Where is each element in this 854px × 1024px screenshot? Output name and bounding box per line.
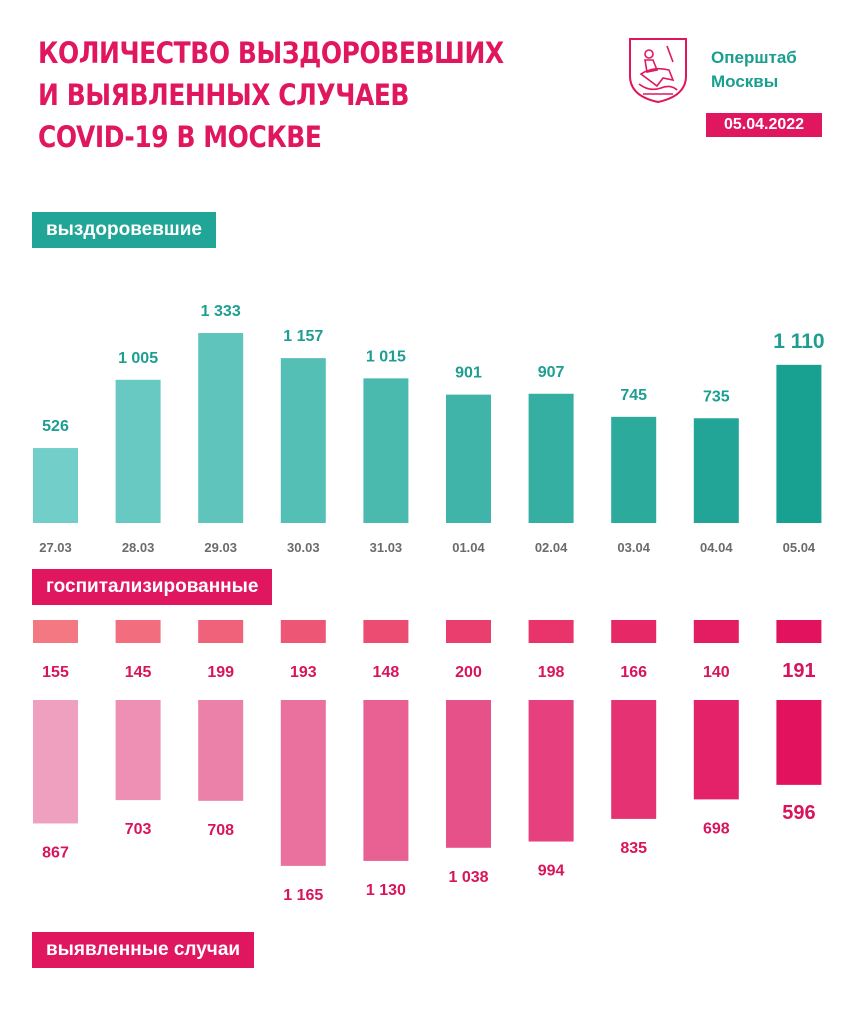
hospitalized-value-label: 145 (125, 664, 152, 681)
hospitalized-value-label: 191 (782, 660, 815, 682)
date-tick-label: 04.04 (700, 540, 733, 555)
org-name: Оперштаб Москвы (711, 46, 797, 94)
hospitalized-value-label: 198 (538, 664, 565, 681)
hospitalized-value-label: 199 (207, 664, 234, 681)
hospitalized-bar (115, 620, 161, 643)
detected-bar (693, 700, 739, 800)
chart-title: КОЛИЧЕСТВО ВЫЗДОРОВЕВШИХ И ВЫЯВЛЕННЫХ СЛ… (38, 32, 504, 158)
chart-title-line-1: КОЛИЧЕСТВО ВЫЗДОРОВЕВШИХ (38, 36, 504, 70)
recovered-value-label: 745 (620, 387, 647, 404)
date-tick-label: 29.03 (204, 540, 237, 555)
detected-value-label: 867 (42, 844, 69, 861)
recovered-bar (198, 333, 244, 523)
recovered-value-label: 1 333 (201, 303, 241, 320)
date-tick-label: 31.03 (370, 540, 403, 555)
hospitalized-bar (611, 620, 657, 643)
org-name-line-1: Оперштаб (711, 48, 797, 67)
hospitalized-bar (363, 620, 409, 643)
recovered-value-label: 907 (538, 364, 565, 381)
detected-value-label: 835 (620, 840, 647, 857)
recovered-value-label: 1 110 (773, 330, 824, 353)
hospitalized-bar (776, 620, 822, 643)
moscow-coat-of-arms-icon (629, 38, 687, 104)
detected-value-label: 1 165 (283, 887, 323, 904)
recovered-bar (776, 364, 822, 523)
hospitalized-value-label: 155 (42, 664, 69, 681)
hospitalized-value-label: 200 (455, 664, 482, 681)
hospitalized-bar (280, 620, 326, 643)
hospitalized-bar (33, 620, 78, 643)
hospitalized-bar (528, 620, 574, 643)
hospitalized-bar (693, 620, 739, 643)
recovered-value-label: 901 (455, 365, 482, 382)
recovered-value-label: 1 015 (366, 348, 406, 365)
recovered-label: выздоровевшие (32, 212, 216, 248)
detected-bar (115, 700, 161, 801)
date-tick-label: 03.04 (617, 540, 650, 555)
chart-title-line-3: COVID-19 В МОСКВЕ (38, 120, 322, 154)
detected-bar (363, 700, 409, 861)
recovered-bar (693, 418, 739, 523)
hospitalized-value-label: 166 (620, 664, 647, 681)
hospitalized-bar (446, 620, 491, 643)
recovered-bar (115, 379, 161, 523)
hospitalized-value-label: 148 (373, 664, 400, 681)
recovered-bar (280, 358, 326, 523)
detected-bar (776, 700, 822, 785)
recovered-value-label: 526 (42, 418, 69, 435)
detected-bar (528, 700, 574, 842)
detected-value-label: 994 (538, 863, 565, 880)
hospitalized-bar (198, 620, 244, 643)
date-tick-label: 02.04 (535, 540, 568, 555)
date-tick-label: 30.03 (287, 540, 320, 555)
hospitalized-label: госпитализированные (32, 569, 273, 605)
detected-bar (611, 700, 657, 819)
recovered-value-label: 735 (703, 388, 730, 405)
detected-bar (198, 700, 244, 801)
recovered-bar (363, 378, 409, 523)
date-tick-label: 28.03 (122, 540, 155, 555)
recovered-bar (446, 394, 491, 523)
org-name-line-2: Москвы (711, 72, 779, 91)
recovered-bar (611, 416, 657, 523)
date-tick-label: 01.04 (452, 540, 485, 555)
detected-value-label: 1 130 (366, 882, 406, 899)
detected-value-label: 708 (207, 822, 234, 839)
recovered-value-label: 1 157 (283, 328, 323, 345)
hospitalized-value-label: 140 (703, 664, 730, 681)
date-badge: 05.04.2022 (706, 113, 822, 137)
detected-bar (446, 700, 491, 848)
detected-bar (33, 700, 78, 824)
chart-title-line-2: И ВЫЯВЛЕННЫХ СЛУЧАЕВ (38, 78, 410, 112)
date-tick-label: 05.04 (783, 540, 816, 555)
recovered-value-label: 1 005 (118, 350, 158, 367)
recovered-bar (33, 448, 78, 523)
recovered-bar (528, 393, 574, 523)
detected-value-label: 1 038 (448, 869, 488, 886)
hospitalized-value-label: 193 (290, 664, 317, 681)
detected-value-label: 596 (782, 802, 815, 824)
detected-value-label: 698 (703, 820, 730, 837)
detected-value-label: 703 (125, 821, 152, 838)
date-tick-label: 27.03 (39, 540, 72, 555)
detected-bar (280, 700, 326, 866)
detected-label: выявленные случаи (32, 932, 255, 968)
